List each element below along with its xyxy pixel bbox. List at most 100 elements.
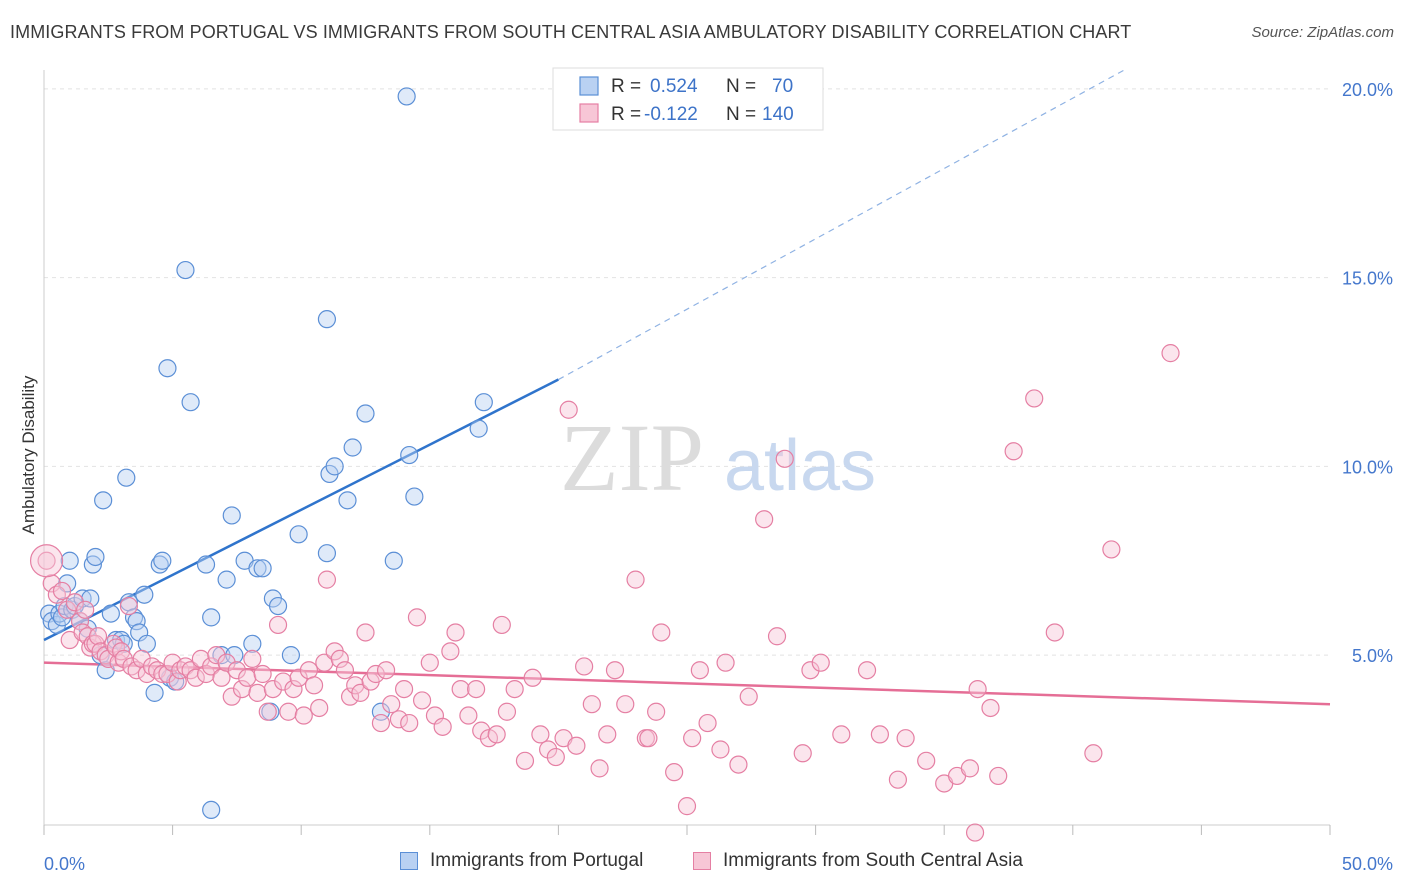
portugal-point-35 [117, 468, 136, 487]
portugal-point-63 [400, 445, 419, 465]
bottom-legend-label-sca: Immigrants from South Central Asia [723, 850, 1023, 871]
sca-point-62 [315, 653, 334, 672]
sca-point-117 [698, 713, 717, 733]
series-south-central-asia [29, 344, 1180, 842]
sca-point-53 [268, 615, 288, 635]
sca-point-131 [888, 770, 908, 789]
sca-point-23 [119, 596, 138, 616]
sca-point-121 [739, 687, 758, 706]
sca-point-86 [451, 679, 470, 699]
sca-point-114 [677, 797, 697, 816]
legend-r-label-0: R = [611, 76, 641, 97]
portugal-point-60 [356, 404, 375, 423]
sca-point-52 [263, 679, 283, 699]
sca-point-115 [683, 729, 702, 748]
sca-point-140 [639, 729, 658, 748]
sca-point-69 [351, 683, 370, 702]
sca-point-75 [382, 695, 401, 714]
sca-point-85 [446, 623, 465, 642]
trend-line-south-central-asia [43, 661, 1331, 706]
portugal-point-65 [397, 87, 416, 106]
sca-point-61 [310, 698, 329, 718]
legend-n-value-1: 140 [762, 104, 794, 125]
sca-point-70 [356, 623, 375, 642]
portugal-point-28 [145, 683, 164, 702]
sca-point-51 [258, 702, 277, 721]
sca-point-44 [222, 687, 241, 706]
sca-point-111 [647, 702, 666, 721]
portugal-point-44 [225, 646, 244, 665]
portugal-point-18 [101, 604, 120, 623]
sca-point-84 [441, 642, 460, 661]
portugal-point-33 [176, 260, 195, 280]
y-tick-label-3: 20.0% [1342, 80, 1393, 100]
sca-point-107 [605, 661, 625, 680]
sca-point-106 [598, 725, 617, 744]
sca-point-112 [652, 623, 671, 642]
portugal-point-47 [248, 559, 267, 578]
portugal-point-48 [253, 559, 272, 578]
portugal-point-54 [317, 544, 337, 563]
bottom-legend-item-sca: Immigrants from South Central Asia [693, 850, 1023, 872]
axes [43, 70, 1331, 835]
legend-n-label-0: N = [726, 76, 756, 97]
sca-point-3 [52, 581, 72, 601]
sca-point-49 [248, 683, 267, 702]
sca-point-103 [575, 657, 594, 676]
sca-point-66 [335, 661, 355, 680]
sca-point-98 [539, 740, 558, 759]
bottom-legend-swatch-blue [400, 852, 418, 870]
sca-point-80 [412, 691, 432, 710]
series-portugal [40, 87, 493, 820]
sca-point-137 [965, 823, 985, 842]
portugal-point-53 [289, 525, 308, 544]
sca-point-7 [70, 612, 90, 631]
sca-point-118 [711, 740, 730, 759]
portugal-point-7 [60, 551, 79, 570]
bottom-legend: Immigrants from Portugal Immigrants from… [0, 850, 1406, 880]
portugal-point-67 [474, 393, 493, 412]
sca-point-87 [459, 706, 478, 725]
sca-point-108 [616, 695, 635, 714]
trend-line-portugal-extension [558, 69, 1125, 381]
legend-n-value-0: 70 [772, 76, 793, 97]
sca-point-97 [531, 725, 550, 744]
sca-point-57 [289, 668, 308, 687]
sca-point-145 [1102, 540, 1121, 559]
sca-point-105 [590, 759, 609, 778]
portugal-point-52 [281, 646, 301, 665]
sca-point-132 [896, 729, 915, 748]
sca-point-91 [487, 725, 506, 744]
sca-point-133 [917, 751, 936, 770]
sca-point-large [29, 544, 64, 578]
portugal-point-57 [317, 310, 337, 329]
sca-point-73 [371, 713, 391, 733]
y-tick-label-0: 5.0% [1352, 646, 1393, 666]
sca-point-50 [253, 664, 272, 684]
portugal-point-59 [343, 438, 362, 457]
bottom-legend-item-portugal: Immigrants from Portugal [400, 850, 643, 872]
sca-point-25 [127, 661, 146, 680]
sca-point-0 [37, 551, 56, 570]
legend-r-label-1: R = [611, 104, 641, 125]
sca-point-55 [279, 702, 298, 721]
sca-point-42 [212, 668, 231, 687]
sca-point-37 [186, 668, 205, 687]
sca-point-74 [376, 661, 396, 680]
sca-point-43 [217, 653, 236, 672]
portugal-point-40 [202, 800, 221, 820]
portugal-point-36 [94, 491, 113, 510]
sca-point-77 [394, 679, 414, 699]
sca-point-119 [716, 653, 735, 672]
tick-labels: 5.0% 10.0% 15.0% 20.0% 0.0% 50.0% [44, 80, 1393, 874]
bottom-legend-label-portugal: Immigrants from Portugal [430, 850, 644, 871]
source-label: Source: ZipAtlas.com [1251, 24, 1394, 41]
sca-point-101 [559, 400, 578, 419]
portugal-point-26 [135, 585, 154, 604]
legend-n-label-1: N = [726, 104, 756, 125]
portugal-point-43 [222, 506, 241, 525]
sca-point-88 [466, 679, 486, 699]
portugal-point-37 [158, 359, 177, 378]
sca-point-81 [420, 653, 439, 672]
